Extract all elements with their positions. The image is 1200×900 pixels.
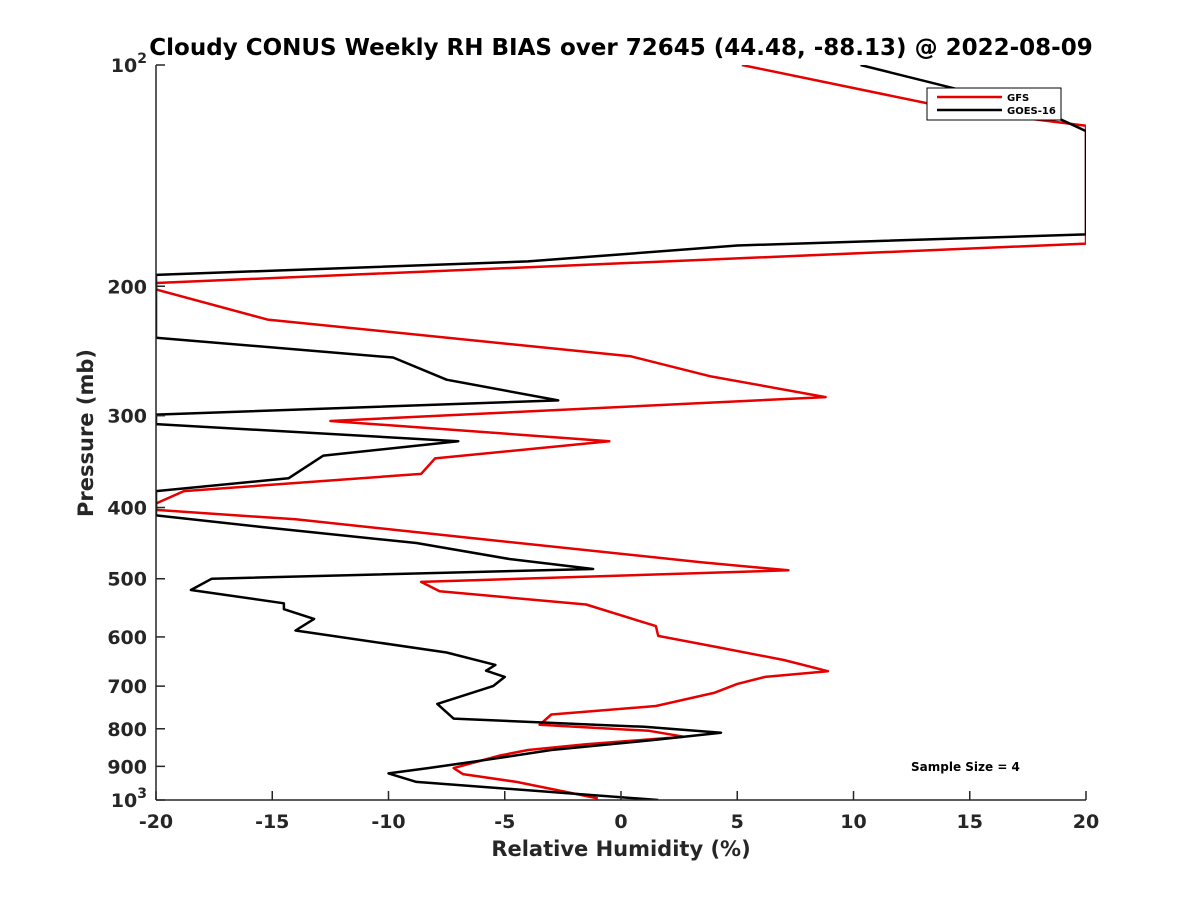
chart-title: Cloudy CONUS Weekly RH BIAS over 72645 (…	[149, 35, 1092, 61]
x-tick-label: 15	[957, 811, 983, 833]
y-tick-label: 103	[111, 786, 147, 812]
x-tick-label: 20	[1073, 811, 1099, 833]
legend-box	[926, 87, 1062, 121]
x-tick-label: -20	[139, 811, 173, 833]
y-tick-label: 500	[107, 569, 147, 591]
y-tick-label: 400	[107, 498, 147, 520]
x-tick-label: -10	[371, 811, 405, 833]
x-axis-title: Relative Humidity (%)	[491, 837, 750, 861]
x-ticks: -20 -15 -10 -5 0 5 10 15 20	[139, 791, 1099, 833]
legend: GFS GOES-16	[926, 87, 1062, 121]
x-tick-label: -15	[255, 811, 289, 833]
x-tick-label: -5	[494, 811, 515, 833]
series-line-gfs	[156, 65, 1086, 800]
legend-label-goes16: GOES-16	[1007, 106, 1056, 117]
sample-size-annotation: Sample Size = 4	[911, 760, 1020, 774]
series-line-goes16	[156, 65, 1086, 800]
legend-label-gfs: GFS	[1007, 93, 1029, 104]
x-tick-label: 5	[731, 811, 744, 833]
y-tick-label: 600	[107, 627, 147, 649]
y-tick-label: 800	[107, 719, 147, 741]
x-tick-label: 0	[614, 811, 627, 833]
y-tick-label: 300	[107, 406, 147, 428]
y-tick-label: 102	[111, 51, 147, 77]
y-tick-label: 900	[107, 756, 147, 778]
series-layer	[156, 65, 1086, 800]
y-axis-title: Pressure (mb)	[74, 349, 98, 517]
y-tick-label: 700	[107, 676, 147, 698]
y-ticks: 102 200 300 400 500 600 700 800 900 103	[107, 51, 165, 812]
x-tick-label: 10	[840, 811, 866, 833]
y-tick-label: 200	[107, 276, 147, 298]
